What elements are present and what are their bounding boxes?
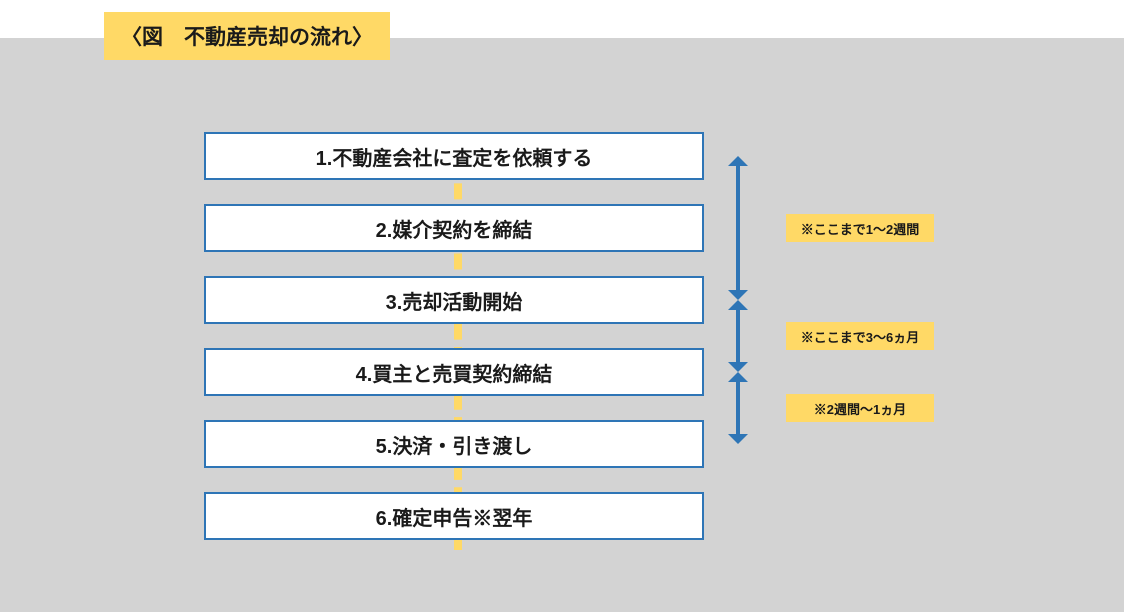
duration-arrow-3 <box>736 382 740 434</box>
step-box-4: 4.買主と売買契約締結 <box>204 348 704 396</box>
duration-badge-3: ※2週間～1ヵ月 <box>786 394 934 422</box>
step-label: 1.不動産会社に査定を依頼する <box>316 142 593 171</box>
duration-badge-2: ※ここまで3～6ヵ月 <box>786 322 934 350</box>
step-box-3: 3.売却活動開始 <box>204 276 704 324</box>
duration-label: ※ここまで1～2週間 <box>801 219 919 238</box>
step-box-6: 6.確定申告※翌年 <box>204 492 704 540</box>
duration-badge-1: ※ここまで1～2週間 <box>786 214 934 242</box>
step-box-2: 2.媒介契約を締結 <box>204 204 704 252</box>
step-label: 5.決済・引き渡し <box>376 430 533 459</box>
arrow-head-up-icon <box>728 300 748 310</box>
duration-label: ※2週間～1ヵ月 <box>814 399 906 418</box>
duration-arrow-2 <box>736 310 740 362</box>
step-label: 3.売却活動開始 <box>386 286 523 315</box>
step-label: 4.買主と売買契約締結 <box>356 358 553 387</box>
arrow-head-up-icon <box>728 156 748 166</box>
arrow-head-down-icon <box>728 434 748 444</box>
step-box-1: 1.不動産会社に査定を依頼する <box>204 132 704 180</box>
step-label: 2.媒介契約を締結 <box>376 214 533 243</box>
duration-arrow-1 <box>736 166 740 290</box>
arrow-head-down-icon <box>728 362 748 372</box>
diagram-title-text: 〈図 不動産売却の流れ〉 <box>121 21 373 51</box>
duration-label: ※ここまで3～6ヵ月 <box>801 327 919 346</box>
step-box-5: 5.決済・引き渡し <box>204 420 704 468</box>
arrow-head-down-icon <box>728 290 748 300</box>
arrow-head-up-icon <box>728 372 748 382</box>
step-label: 6.確定申告※翌年 <box>376 502 533 531</box>
diagram-title: 〈図 不動産売却の流れ〉 <box>104 12 390 60</box>
